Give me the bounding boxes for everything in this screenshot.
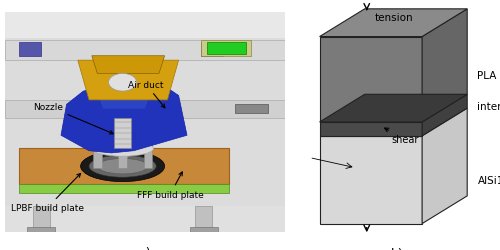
Ellipse shape (89, 156, 156, 178)
Polygon shape (33, 206, 50, 233)
Polygon shape (19, 149, 229, 184)
Text: LPBF build plate: LPBF build plate (10, 174, 84, 212)
Text: FFF build plate: FFF build plate (136, 172, 203, 199)
Polygon shape (5, 12, 285, 39)
Polygon shape (320, 38, 422, 122)
Polygon shape (98, 94, 150, 109)
Polygon shape (144, 136, 152, 169)
Text: b): b) (391, 247, 404, 250)
Text: Nozzle: Nozzle (33, 102, 114, 134)
Polygon shape (93, 136, 102, 169)
Text: Air duct: Air duct (128, 80, 165, 108)
Polygon shape (201, 43, 224, 57)
Polygon shape (28, 227, 56, 232)
Polygon shape (61, 83, 187, 153)
Text: tension: tension (375, 13, 414, 23)
Polygon shape (19, 184, 229, 193)
Polygon shape (5, 100, 285, 118)
Polygon shape (320, 122, 422, 136)
Polygon shape (201, 41, 252, 56)
Polygon shape (320, 10, 467, 38)
Polygon shape (320, 136, 422, 224)
Polygon shape (422, 109, 467, 224)
Polygon shape (114, 118, 131, 149)
Ellipse shape (108, 74, 136, 92)
Text: PLA: PLA (478, 70, 497, 80)
Polygon shape (320, 95, 467, 122)
Text: a): a) (138, 246, 151, 250)
Text: shear: shear (384, 128, 418, 145)
Polygon shape (92, 56, 164, 74)
Ellipse shape (98, 159, 148, 174)
Polygon shape (422, 10, 467, 122)
Polygon shape (118, 136, 127, 169)
Ellipse shape (92, 141, 154, 156)
Text: AlSi10Mg: AlSi10Mg (478, 175, 500, 185)
Polygon shape (5, 12, 285, 232)
Polygon shape (422, 95, 467, 136)
Text: interface: interface (478, 102, 500, 112)
Polygon shape (190, 227, 218, 232)
Polygon shape (5, 206, 285, 233)
Ellipse shape (80, 151, 164, 182)
Polygon shape (234, 105, 268, 114)
Polygon shape (206, 43, 246, 54)
Polygon shape (19, 43, 42, 57)
Polygon shape (78, 61, 178, 100)
Polygon shape (196, 206, 212, 233)
Polygon shape (5, 41, 285, 61)
